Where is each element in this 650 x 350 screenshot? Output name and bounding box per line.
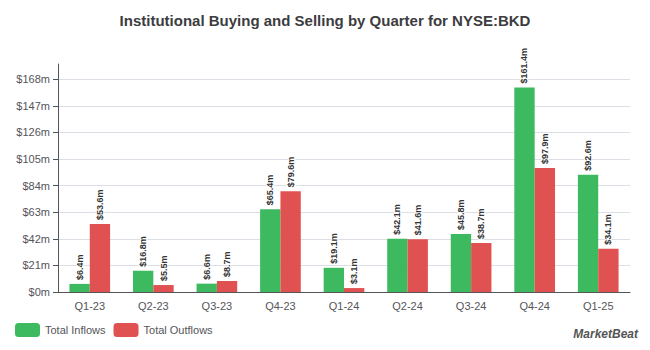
svg-text:$42m: $42m xyxy=(22,233,50,245)
svg-text:Q1-25: Q1-25 xyxy=(583,300,614,312)
svg-text:$97.9m: $97.9m xyxy=(540,133,550,164)
svg-text:$45.8m: $45.8m xyxy=(456,199,466,230)
svg-text:$161.4m: $161.4m xyxy=(519,48,529,84)
svg-text:$63m: $63m xyxy=(22,206,50,218)
svg-text:$79.6m: $79.6m xyxy=(286,157,296,188)
svg-text:Q4-24: Q4-24 xyxy=(519,300,550,312)
svg-text:$3.1m: $3.1m xyxy=(349,259,359,285)
svg-text:$126m: $126m xyxy=(16,126,50,138)
svg-text:$65.4m: $65.4m xyxy=(265,175,275,206)
svg-text:$42.1m: $42.1m xyxy=(392,204,402,235)
svg-text:$34.1m: $34.1m xyxy=(603,214,613,245)
svg-text:Q1-24: Q1-24 xyxy=(329,300,360,312)
svg-text:$105m: $105m xyxy=(16,153,50,165)
svg-text:$41.6m: $41.6m xyxy=(413,205,423,236)
svg-text:$6.6m: $6.6m xyxy=(202,254,212,280)
svg-text:MarketBeat: MarketBeat xyxy=(573,327,639,341)
svg-text:$53.6m: $53.6m xyxy=(95,190,105,221)
svg-text:$147m: $147m xyxy=(16,100,50,112)
svg-text:$92.6m: $92.6m xyxy=(583,140,593,171)
svg-text:$5.5m: $5.5m xyxy=(159,256,169,282)
svg-text:Q2-23: Q2-23 xyxy=(138,300,169,312)
svg-text:Q3-23: Q3-23 xyxy=(202,300,233,312)
svg-text:Total Outflows: Total Outflows xyxy=(144,324,214,336)
svg-text:$84m: $84m xyxy=(22,180,50,192)
svg-text:Q4-23: Q4-23 xyxy=(265,300,296,312)
svg-text:Total Inflows: Total Inflows xyxy=(45,324,106,336)
svg-text:Q3-24: Q3-24 xyxy=(456,300,487,312)
svg-text:Q1-23: Q1-23 xyxy=(74,300,105,312)
svg-text:$8.7m: $8.7m xyxy=(222,251,232,277)
svg-text:Q2-24: Q2-24 xyxy=(392,300,423,312)
svg-text:$19.1m: $19.1m xyxy=(329,233,339,264)
svg-text:$0m: $0m xyxy=(29,286,50,298)
svg-text:$21m: $21m xyxy=(22,259,50,271)
svg-text:$6.4m: $6.4m xyxy=(75,254,85,280)
svg-text:Institutional Buying and Selli: Institutional Buying and Selling by Quar… xyxy=(120,12,531,29)
svg-text:$38.7m: $38.7m xyxy=(476,208,486,239)
svg-text:$168m: $168m xyxy=(16,73,50,85)
svg-text:$16.8m: $16.8m xyxy=(138,236,148,267)
